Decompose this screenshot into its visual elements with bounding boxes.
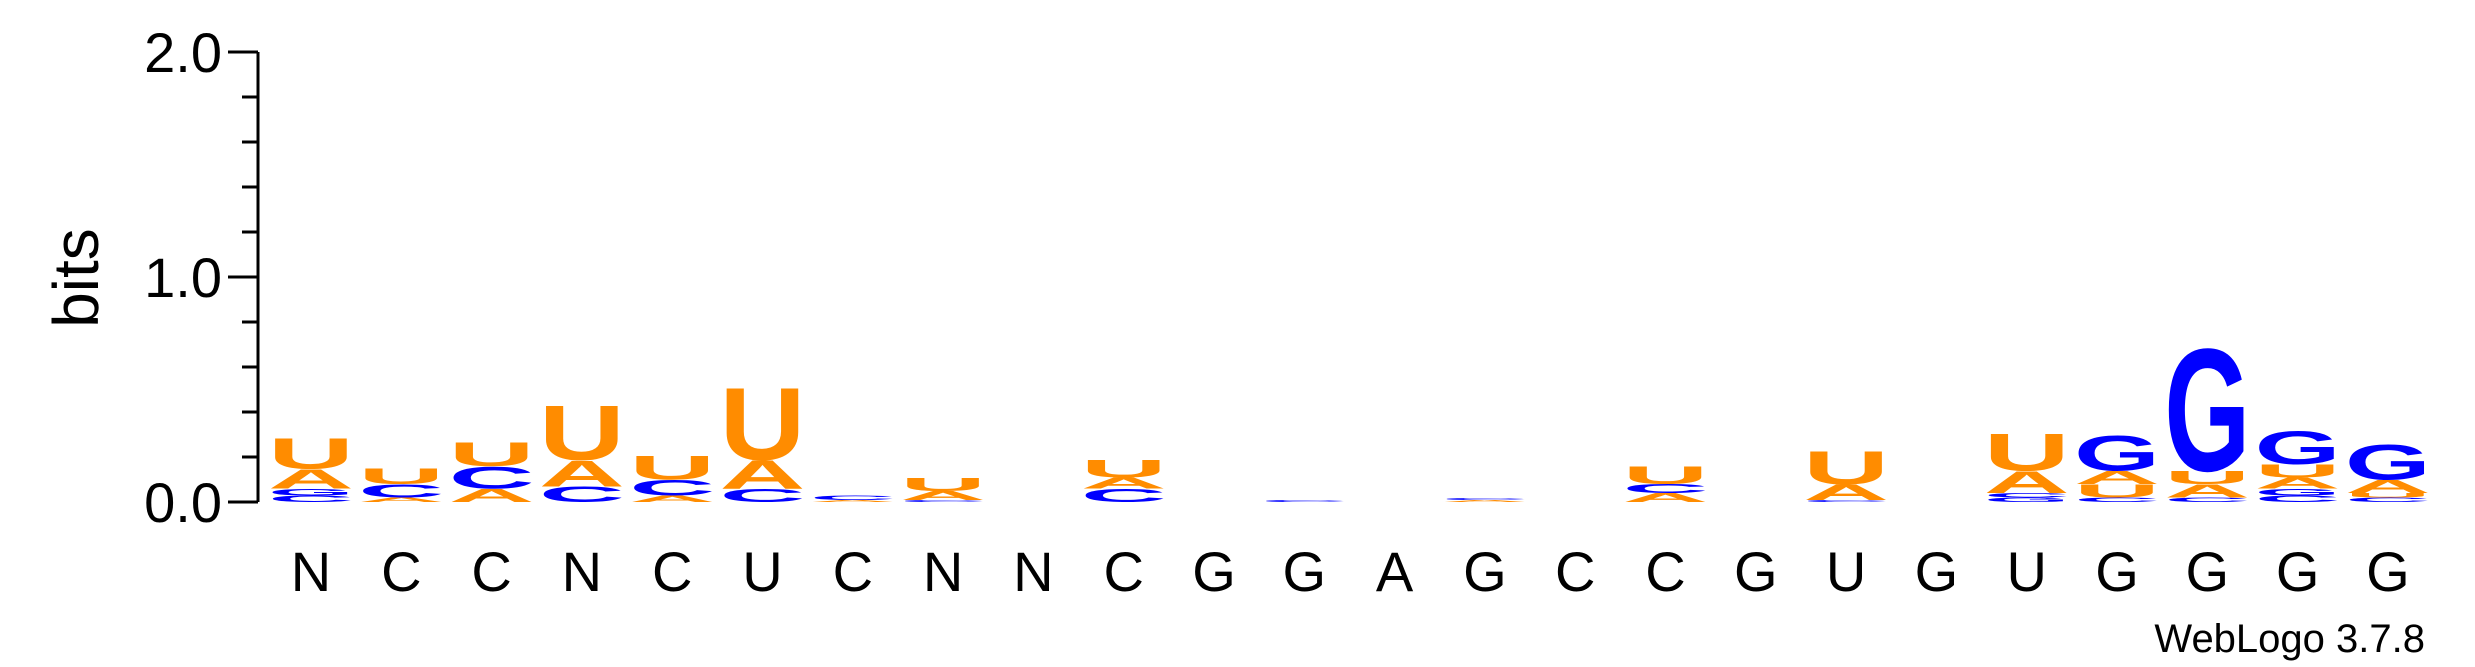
- logo-letter-g: G: [1984, 496, 2070, 503]
- x-tick-label: C: [381, 540, 421, 603]
- x-tick-label: C: [1645, 540, 1685, 603]
- y-tick-label: 0.0: [144, 471, 222, 534]
- logo-letter-u: U: [358, 464, 444, 489]
- logo-letter-a: A: [449, 485, 535, 506]
- logo-letter-c: C: [1081, 485, 1167, 506]
- x-tick-label: G: [1734, 540, 1778, 603]
- x-tick-label: N: [1013, 540, 1053, 603]
- logo-letter-a: A: [810, 499, 896, 502]
- logo-letter-u: U: [2255, 461, 2341, 482]
- weblogo-credit: WebLogo 3.7.8: [2154, 617, 2425, 661]
- x-tick-label: G: [2095, 540, 2139, 603]
- logo-letter-a: A: [2074, 467, 2160, 488]
- logo-letter-u: U: [1803, 442, 1889, 494]
- logo-letter-c: C: [1261, 499, 1347, 502]
- logo-letter-c: C: [810, 494, 896, 501]
- x-tick-label: N: [562, 540, 602, 603]
- x-tick-label: G: [2186, 540, 2230, 603]
- logo-letter-a: A: [1984, 465, 2070, 500]
- logo-letter-u: U: [2074, 481, 2160, 502]
- logo-letter-a: A: [2255, 474, 2341, 491]
- y-ticks: 0.0 1.0 2.0: [144, 21, 258, 534]
- logo-letter-u: U: [720, 366, 806, 482]
- logo-letter-u: U: [2345, 492, 2431, 499]
- x-tick-label: G: [1915, 540, 1959, 603]
- logo-letter-c: C: [539, 482, 625, 507]
- logo-letter-u: U: [539, 389, 625, 476]
- logo-letter-u: U: [1081, 455, 1167, 483]
- logo-letter-a: A: [1803, 480, 1889, 505]
- x-tick-label: A: [1376, 540, 1414, 603]
- logo-letter-u: U: [268, 429, 354, 478]
- x-tick-label: G: [1463, 540, 1507, 603]
- x-tick-label: C: [833, 540, 873, 603]
- logo-letter-a: A: [629, 494, 715, 504]
- x-tick-label: C: [1555, 540, 1595, 603]
- y-axis: 0.0 1.0 2.0 bits: [40, 21, 260, 534]
- logo-letter-u: U: [1984, 423, 2070, 482]
- logo-letter-a: A: [2164, 481, 2250, 502]
- logo-letter-u: U: [629, 449, 715, 487]
- logo-letter-a: A: [2345, 476, 2431, 497]
- logo-letter-c: C: [2074, 496, 2160, 503]
- x-tick-label: N: [923, 540, 963, 603]
- logo-letter-c: C: [1803, 499, 1889, 502]
- x-tick-label: C: [652, 540, 692, 603]
- x-tick-label: U: [2006, 540, 2046, 603]
- x-tick-label: G: [2276, 540, 2320, 603]
- logo-letter-a: A: [1623, 491, 1709, 505]
- logo-letter-c: C: [358, 481, 444, 502]
- logo-letter-g: G: [2255, 421, 2341, 473]
- logo-letter-u: U: [1623, 462, 1709, 490]
- x-tick-label: G: [1192, 540, 1236, 603]
- logo-letter-a: A: [720, 452, 806, 498]
- x-tick-label: U: [742, 540, 782, 603]
- logo-letter-c: C: [1442, 497, 1528, 500]
- logo-letter-a: A: [1081, 474, 1167, 491]
- x-tick-label: C: [1103, 540, 1143, 603]
- logo-letter-g: G: [2074, 426, 2160, 482]
- x-tick-label: N: [291, 540, 331, 603]
- x-tick-label: C: [471, 540, 511, 603]
- logo-letter-g: G: [2255, 487, 2341, 498]
- logo-letter-a: A: [358, 496, 444, 503]
- logo-letter-c: C: [1623, 482, 1709, 496]
- logo-letter-g: G: [2164, 314, 2250, 509]
- logo-letter-u: U: [449, 435, 535, 473]
- logo-letter-g: G: [2345, 435, 2431, 491]
- logo-letter-c: C: [449, 461, 535, 496]
- x-tick-label: U: [1826, 540, 1866, 603]
- logo-letter-c: C: [900, 499, 986, 502]
- logo-letter-c: C: [268, 494, 354, 504]
- logo-letter-g: G: [268, 487, 354, 498]
- logo-letter-u: U: [2164, 467, 2250, 488]
- logo-letter-c: C: [2345, 496, 2431, 503]
- logo-letter-c: C: [629, 476, 715, 501]
- logo-letter-a: A: [1442, 499, 1528, 502]
- x-tick-label: G: [1283, 540, 1327, 603]
- logo-letter-u: U: [900, 474, 986, 495]
- logo-letter-c: C: [720, 485, 806, 506]
- y-tick-label: 2.0: [144, 21, 222, 84]
- x-tick-label: G: [2366, 540, 2410, 603]
- logo-letter-c: C: [2164, 496, 2250, 503]
- logo-letter-c: C: [2255, 494, 2341, 504]
- logo-letter-c: C: [1984, 492, 2070, 499]
- logo-letter-a: A: [900, 488, 986, 502]
- logo-letter-a: A: [268, 463, 354, 494]
- y-tick-label: 1.0: [144, 246, 222, 309]
- logo-letter-a: A: [539, 452, 625, 494]
- y-axis-label: bits: [40, 228, 112, 328]
